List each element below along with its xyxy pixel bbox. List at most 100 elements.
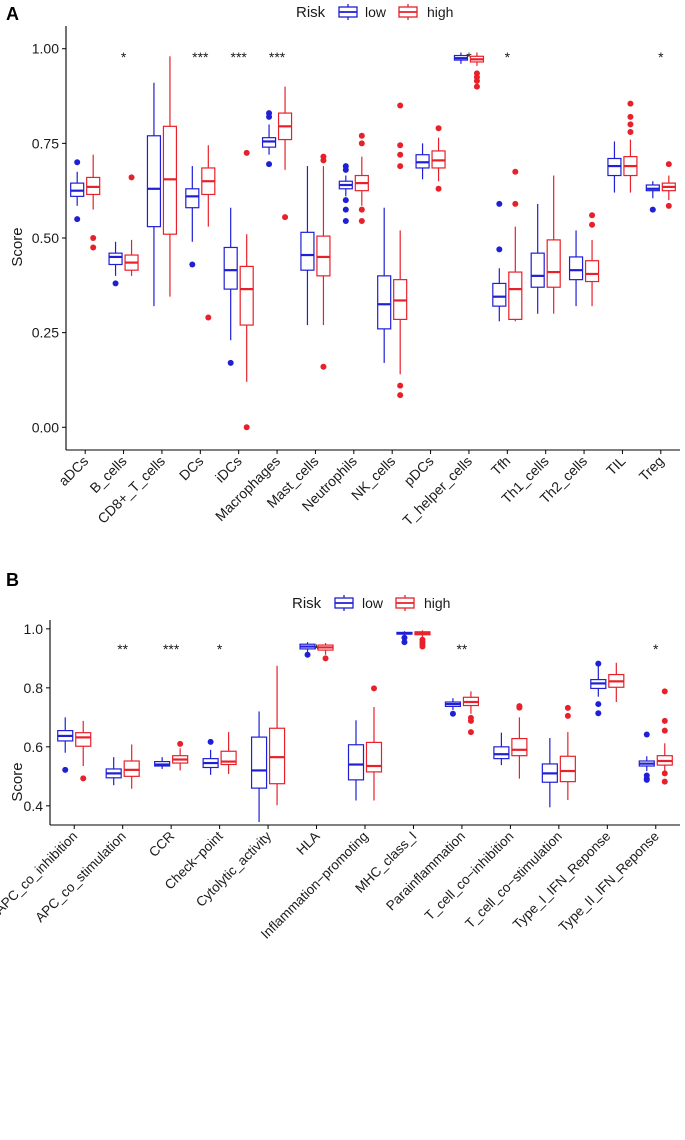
panel-a-legend-low-key [338,4,358,20]
outlier-point [397,382,404,389]
x-tick-label: iDCs [212,453,245,486]
x-tick-label: TIL [603,453,629,479]
box-high [365,685,383,801]
significance-label: * [653,641,659,657]
y-tick-label: 0.75 [32,135,59,151]
box-low [261,110,277,168]
significance-label: * [505,49,511,65]
box-high [393,102,408,399]
x-tick-label: HLA [293,829,322,858]
box-low [607,141,622,193]
significance-label: * [658,49,664,65]
box-high [317,643,334,662]
x-tick-label: T_cell_co−inhibition [422,829,517,924]
outlier-point [342,197,349,204]
outlier-point [649,206,656,213]
box-high [656,688,673,785]
box-iqr [568,256,584,281]
box-iqr [146,135,162,228]
x-tick-label: Type_I_IFN_Reponse [510,829,613,932]
outlier-point [358,206,365,213]
box-high [559,704,576,800]
panel-b-legend-low-key [334,595,354,611]
panel-a-legend-high-label: high [427,4,453,20]
significance-label: *** [231,49,248,65]
y-tick-label: 0.50 [32,230,59,246]
x-tick-label: CD8+_T_cells [94,453,168,527]
outlier-point [205,314,212,321]
x-tick-label: Type_II_IFN_Reponse [556,829,662,935]
box-iqr [559,755,576,783]
box-iqr [508,271,523,320]
outlier-point [473,77,480,84]
box-high [201,145,216,321]
outlier-point [589,212,596,219]
outlier-point [358,217,365,224]
outlier-point [207,738,214,745]
outlier-point [80,775,87,782]
x-tick-label: CCR [146,828,177,859]
y-tick-label: 1.00 [32,41,59,57]
outlier-point [74,159,81,166]
box-high [124,174,139,276]
outlier-point [320,363,327,370]
panel-a-y-axis-label: Score [9,227,26,266]
box-low [590,660,607,717]
outlier-point [595,660,602,667]
box-iqr [223,246,238,290]
outlier-point [322,655,329,662]
significance-label: *** [192,49,209,65]
box-iqr [250,736,268,789]
box-low [541,737,558,808]
box-high [316,153,331,370]
outlier-point [627,121,634,128]
outlier-point [342,166,349,173]
box-high [546,175,561,314]
outlier-point [512,200,519,207]
x-tick-label: Treg [636,453,667,484]
box-high [172,740,189,771]
x-tick-label: aDCs [55,453,91,489]
box-high [354,132,369,224]
outlier-point [627,100,634,107]
outlier-point [473,83,480,90]
panel-a-legend-high-key [398,4,418,20]
outlier-point [128,174,135,181]
box-iqr [123,760,140,777]
outlier-point [627,113,634,120]
panel-a-tag: A [6,4,19,24]
significance-label: ** [117,641,128,657]
outlier-point [397,102,404,109]
outlier-point [401,639,408,646]
outlier-point [189,261,196,268]
box-high [277,86,293,221]
box-high [469,52,485,90]
outlier-point [397,163,404,170]
box-iqr [365,741,383,773]
box-low [154,757,171,769]
outlier-point [62,766,69,773]
box-high [123,744,140,789]
box-high [414,630,431,650]
panel-a-legend-title: Risk [296,4,326,21]
significance-label: * [121,49,127,65]
box-iqr [300,231,315,271]
box-low [250,711,268,823]
outlier-point [320,157,327,164]
x-tick-label: pDCs [401,453,437,489]
outlier-point [435,185,442,192]
panel-b-legend-high-label: high [424,595,450,611]
x-tick-label: DCs [176,453,207,484]
significance-label: * [314,641,320,657]
outlier-point [665,202,672,209]
box-low [223,207,238,366]
significance-label: * [466,49,472,65]
outlier-point [595,710,602,717]
outlier-point [266,161,273,168]
outlier-point [643,776,650,783]
box-low [57,717,74,773]
outlier-point [304,651,311,658]
outlier-point [397,142,404,149]
outlier-point [661,717,668,724]
